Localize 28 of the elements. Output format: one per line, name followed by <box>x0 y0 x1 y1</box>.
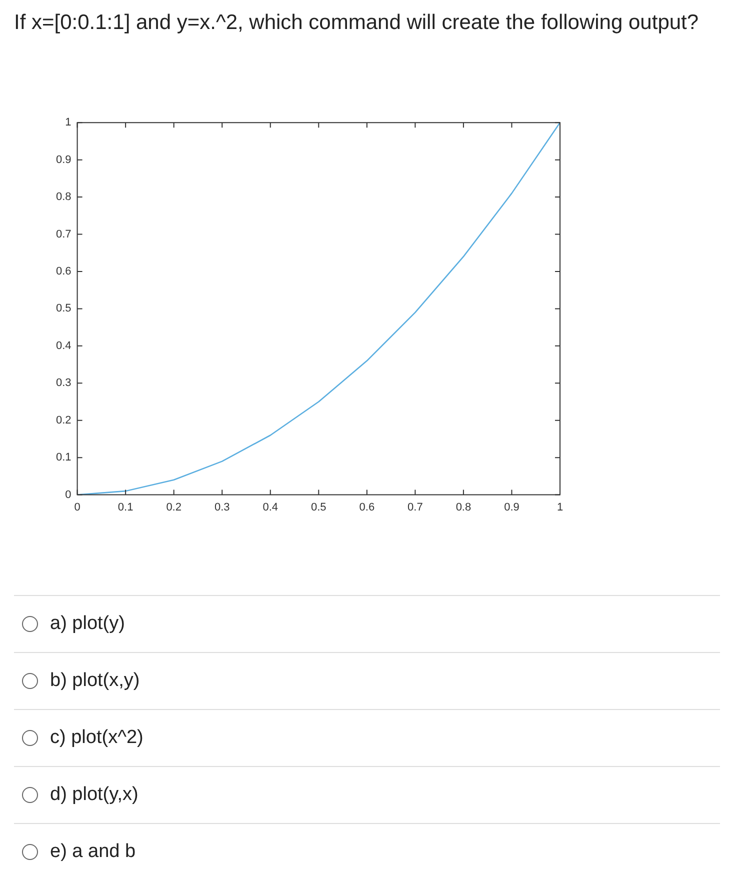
y-tick-label: 0.9 <box>56 154 72 166</box>
x-tick-label: 0.3 <box>214 501 230 514</box>
chart-title: If x=[0:0.1:1] and y=x.^2, which command will create the following output? <box>14 10 700 36</box>
x-tick-label: 0.2 <box>166 501 182 514</box>
text: e) a and b <box>50 841 136 863</box>
y-tick-label: 0.4 <box>56 340 72 352</box>
y-tick-label: 1 <box>65 116 72 129</box>
y-tick-label: 0.5 <box>56 302 72 315</box>
y-tick-label: 0.3 <box>56 377 72 390</box>
x-tick-label: 0.6 <box>359 501 375 514</box>
x-tick-label: 0.7 <box>408 501 423 514</box>
text: c) plot(x^2) <box>50 727 144 749</box>
y-tick-label: 0.1 <box>56 452 72 464</box>
x-tick-label: 0 <box>74 501 80 514</box>
text: a) plot(y) <box>50 613 125 635</box>
y-tick-label: 0.2 <box>56 414 72 426</box>
text: b) plot(x,y) <box>50 670 140 692</box>
y-tick-label: 0 <box>65 488 72 501</box>
x-tick-label: 0.5 <box>310 501 326 514</box>
x-tick-label: 0.9 <box>504 501 520 514</box>
y-tick-label: 0.8 <box>56 191 72 204</box>
y-tick-label: 0.6 <box>56 266 72 278</box>
x-tick-label: 0.1 <box>118 501 134 514</box>
x-tick-label: 1 <box>556 501 564 514</box>
x-tick-label: 0.8 <box>456 501 472 514</box>
text: d) plot(y,x) <box>50 784 138 806</box>
x-tick-label: 0.4 <box>262 501 278 514</box>
y-tick-label: 0.7 <box>56 228 72 240</box>
